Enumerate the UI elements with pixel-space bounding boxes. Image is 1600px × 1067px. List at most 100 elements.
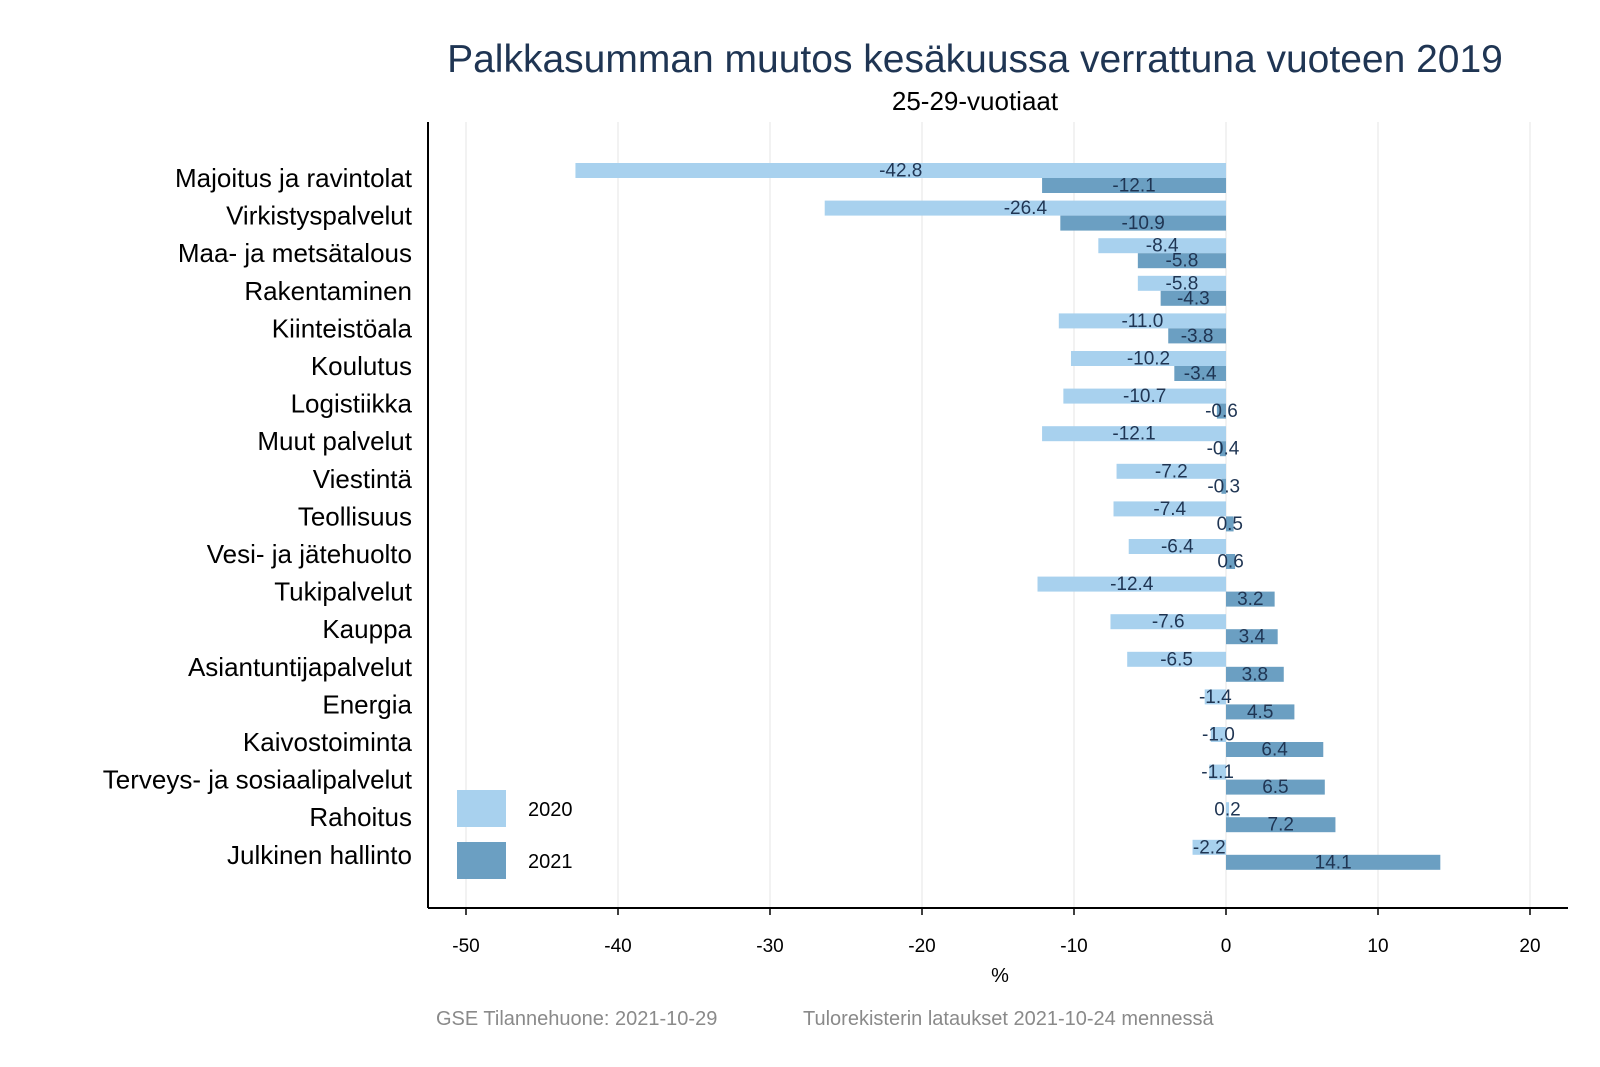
value-label-2021-13: 3.8 [1242, 664, 1268, 685]
value-label-2020-5: -10.2 [1127, 349, 1170, 370]
value-label-2020-16: -1.1 [1201, 762, 1234, 783]
value-label-2020-7: -12.1 [1112, 424, 1155, 445]
x-tick-label-1: -40 [604, 936, 631, 957]
category-label-11: Tukipalvelut [274, 577, 413, 607]
category-label-4: Kiinteistöala [272, 313, 413, 343]
x-tick-label-0: -50 [452, 936, 479, 957]
x-tick-label-7: 20 [1519, 936, 1540, 957]
value-label-2021-4: -3.8 [1181, 326, 1214, 347]
category-label-2: Maa- ja metsätalous [178, 238, 412, 268]
value-label-2021-16: 6.5 [1262, 777, 1288, 798]
bar-2021-1 [1060, 215, 1226, 231]
bar-2021-2 [1137, 253, 1226, 269]
value-label-2021-7: -0.4 [1207, 439, 1240, 460]
bar-2021-7 [1219, 441, 1226, 457]
bar-2020-9 [1113, 501, 1226, 517]
category-label-17: Rahoitus [309, 802, 412, 832]
category-label-0: Majoitus ja ravintolat [175, 163, 413, 193]
value-label-2020-17: 0.2 [1214, 800, 1240, 821]
bar-2020-16 [1209, 764, 1226, 780]
value-label-2020-13: -6.5 [1160, 649, 1193, 670]
category-label-1: Virkistyspalvelut [226, 201, 413, 231]
value-label-2020-14: -1.4 [1199, 687, 1232, 708]
grid-lines [465, 122, 1531, 908]
bar-2021-18 [1226, 854, 1441, 870]
value-label-2020-10: -6.4 [1161, 537, 1194, 558]
bar-2020-12 [1110, 614, 1226, 630]
x-tick-label-2: -30 [756, 936, 783, 957]
chart-subtitle: 25-29-vuotiaat [892, 86, 1059, 116]
value-labels: -42.8-12.1-26.4-10.9-8.4-5.8-5.8-4.3-11.… [879, 161, 1352, 874]
bars [575, 163, 1441, 870]
legend-swatch-2020 [457, 790, 506, 827]
bar-2021-11 [1226, 591, 1275, 607]
value-label-2021-18: 14.1 [1315, 852, 1352, 873]
bar-2020-18 [1192, 839, 1226, 855]
value-label-2020-15: -1.0 [1202, 725, 1235, 746]
value-label-2021-14: 4.5 [1247, 702, 1273, 723]
bar-2021-14 [1226, 704, 1295, 720]
chart-title: Palkkasumman muutos kesäkuussa verrattun… [447, 38, 1503, 81]
value-label-2020-1: -26.4 [1004, 198, 1048, 219]
value-label-2020-12: -7.6 [1152, 612, 1185, 633]
bar-2020-2 [1098, 238, 1226, 254]
bar-2021-4 [1168, 328, 1226, 344]
bar-2020-8 [1116, 463, 1226, 479]
category-label-13: Asiantuntijapalvelut [188, 652, 413, 682]
bar-2020-17 [1226, 802, 1230, 818]
category-label-9: Teollisuus [298, 501, 412, 531]
legend-swatch-2021 [457, 842, 506, 879]
legend-label-2021: 2021 [528, 851, 573, 873]
bar-2021-3 [1160, 290, 1226, 306]
value-label-2021-11: 3.2 [1237, 589, 1263, 610]
category-label-12: Kauppa [322, 614, 412, 644]
value-label-2021-10: 0.6 [1217, 552, 1243, 573]
value-label-2021-3: -4.3 [1177, 288, 1210, 309]
footer-source: GSE Tilannehuone: 2021-10-29 [436, 1008, 717, 1030]
category-label-16: Terveys- ja sosiaalipalvelut [103, 765, 413, 795]
bar-2020-11 [1037, 576, 1226, 592]
value-label-2020-6: -10.7 [1123, 386, 1166, 407]
value-label-2020-0: -42.8 [879, 161, 922, 182]
x-tick-label-3: -20 [908, 936, 935, 957]
value-label-2020-11: -12.4 [1110, 574, 1154, 595]
bar-2021-15 [1226, 742, 1324, 757]
x-tick-label-5: 0 [1221, 936, 1232, 957]
bar-2020-1 [824, 200, 1226, 216]
bar-2020-13 [1127, 651, 1226, 667]
value-label-2020-2: -8.4 [1146, 236, 1179, 257]
x-tick-label-4: -10 [1060, 936, 1087, 957]
x-tick-labels: -50 -40 -30 -20 -10 0 10 20 [452, 936, 1540, 957]
bar-2021-17 [1226, 817, 1336, 833]
bar-2020-7 [1042, 426, 1226, 442]
value-label-2020-8: -7.2 [1155, 461, 1188, 482]
x-tick-label-6: 10 [1367, 936, 1388, 957]
value-label-2020-3: -5.8 [1166, 273, 1199, 294]
bar-2021-0 [1042, 178, 1226, 193]
legend-label-2020: 2020 [528, 799, 573, 821]
bar-2021-12 [1226, 629, 1278, 645]
bar-2021-13 [1226, 666, 1284, 682]
bar-2020-6 [1063, 388, 1226, 404]
category-label-14: Energia [322, 689, 412, 719]
x-axis-label: % [991, 965, 1009, 987]
bar-2021-5 [1174, 366, 1226, 381]
bar-2021-8 [1221, 478, 1226, 494]
category-label-15: Kaivostoiminta [243, 727, 413, 757]
value-label-2021-5: -3.4 [1184, 364, 1217, 385]
value-label-2021-12: 3.4 [1239, 627, 1266, 648]
value-label-2021-2: -5.8 [1166, 251, 1199, 272]
bar-2021-6 [1216, 403, 1226, 419]
bar-2020-0 [575, 163, 1226, 178]
category-label-3: Rakentaminen [244, 276, 412, 306]
footer-note: Tulorekisterin lataukset 2021-10-24 menn… [803, 1008, 1214, 1030]
category-label-18: Julkinen hallinto [227, 840, 412, 870]
bar-2021-10 [1226, 554, 1236, 569]
bar-2021-16 [1226, 779, 1325, 795]
value-label-2021-15: 6.4 [1261, 740, 1288, 761]
category-label-7: Muut palvelut [257, 426, 412, 456]
value-label-2021-8: -0.3 [1207, 476, 1240, 497]
category-label-5: Koulutus [311, 351, 412, 381]
value-label-2021-9: 0.5 [1217, 514, 1243, 535]
bar-2020-4 [1058, 313, 1226, 329]
